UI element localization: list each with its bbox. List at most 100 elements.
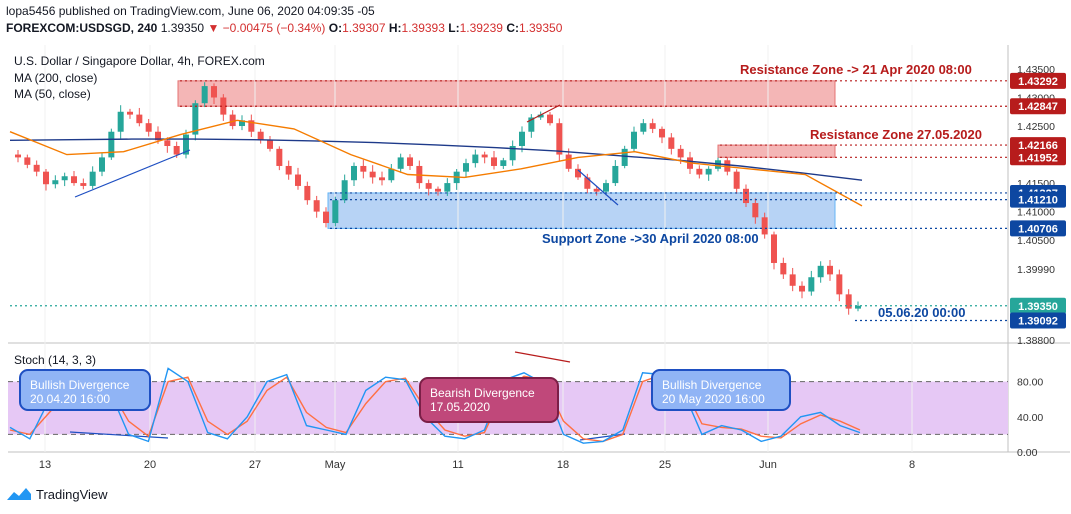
candle-body	[323, 211, 329, 224]
candle-body	[155, 131, 161, 141]
candle-body	[369, 171, 376, 178]
candle-body	[593, 188, 600, 192]
candle-body	[276, 148, 283, 166]
tradingview-footer: TradingView	[6, 486, 108, 502]
price-tag-label: 1.39092	[1018, 315, 1058, 327]
candle-body	[537, 114, 544, 118]
x-tick-label: 27	[249, 459, 261, 471]
price-tag-label: 1.42847	[1018, 101, 1058, 113]
candle-body	[257, 131, 264, 141]
candle-body	[15, 154, 21, 158]
candle-body	[584, 177, 591, 189]
candle-body	[631, 131, 637, 149]
trendline	[74, 149, 191, 198]
y-tick-label: 1.41000	[1017, 207, 1055, 219]
open-value: 1.39307	[342, 21, 386, 35]
candle-body	[201, 86, 208, 104]
candle-body	[677, 148, 684, 158]
price-tag-label: 1.40706	[1018, 223, 1058, 235]
candle-body	[659, 128, 665, 138]
bull1-box-line1: Bullish Divergence	[30, 378, 130, 392]
date-label: 05.06.20 00:00	[878, 305, 965, 320]
candle-body	[267, 140, 273, 149]
candle-body	[547, 114, 553, 124]
y-tick-label: 1.39990	[1017, 264, 1055, 276]
price-tag	[1010, 149, 1066, 166]
x-tick-label: 8	[909, 459, 915, 471]
candle-body	[52, 180, 59, 185]
candle-body	[313, 200, 320, 212]
candle-body	[817, 265, 824, 278]
candle-body	[229, 114, 236, 127]
candle-body	[127, 111, 133, 115]
candle-body	[519, 131, 525, 146]
candle-body	[351, 165, 357, 181]
price-tag-label: 1.39350	[1018, 301, 1058, 313]
candle-body	[481, 154, 488, 158]
support-label: Support Zone ->30 April 2020 08:00	[542, 231, 759, 246]
candle-body	[528, 117, 535, 132]
price-tag	[1010, 72, 1066, 89]
candle-body	[799, 285, 805, 292]
bear-box-line2: 17.05.2020	[430, 400, 490, 414]
price-tag	[1010, 98, 1066, 115]
candle-body	[33, 164, 40, 172]
candle-body	[472, 154, 479, 164]
close-value: 1.39350	[518, 21, 563, 35]
candle-body	[855, 305, 861, 309]
candle-body	[500, 160, 507, 166]
candle-body	[724, 160, 731, 172]
bull1-box	[19, 369, 151, 411]
candle-body	[509, 145, 516, 161]
candle-body	[565, 154, 572, 169]
last-price: 1.39350	[160, 21, 205, 35]
tradingview-logo-icon	[7, 488, 31, 500]
resistance-zone-1	[177, 80, 836, 107]
candle-body	[827, 265, 833, 275]
candle-body	[705, 168, 712, 175]
div-line	[514, 351, 571, 363]
candle-body	[845, 294, 852, 309]
candle-body	[164, 140, 171, 146]
high-value: 1.39393	[401, 21, 445, 35]
close-label: C:	[506, 21, 519, 35]
candle-body	[145, 123, 152, 132]
candle-body	[183, 134, 189, 155]
candle-body	[603, 183, 609, 192]
y-tick-label: 1.42500	[1017, 121, 1055, 133]
candle-body	[61, 176, 68, 181]
candle-body	[612, 165, 619, 184]
candle-body	[649, 123, 656, 129]
trendline	[526, 104, 561, 123]
candle-body	[397, 157, 404, 169]
candle-body	[668, 137, 675, 149]
down-arrow-icon: ▼	[207, 21, 220, 35]
resistance-zone-2	[717, 144, 836, 158]
bear-box	[419, 377, 559, 423]
price-tag-label: 1.41210	[1018, 195, 1058, 207]
chart-title: U.S. Dollar / Singapore Dollar, 4h, FORE…	[14, 54, 265, 68]
candle-body	[136, 114, 143, 124]
candle-body	[71, 176, 77, 184]
price-tag	[1010, 191, 1066, 208]
bull2-box-line1: Bullish Divergence	[662, 378, 762, 392]
stoch-title: Stoch (14, 3, 3)	[14, 353, 96, 367]
price-tag-label: 1.43292	[1018, 76, 1058, 88]
candle-body	[192, 103, 199, 135]
candle-body	[173, 145, 180, 155]
bear-box-line1: Bearish Divergence	[430, 386, 535, 400]
candle-body	[743, 188, 749, 204]
candle-body	[771, 234, 777, 263]
candle-body	[491, 157, 497, 166]
bull2-box-line2: 20 May 2020 16:00	[662, 392, 765, 406]
footer-brand: TradingView	[36, 486, 108, 502]
indicator-label: MA (50, close)	[14, 87, 91, 101]
symbol-label: FOREXCOM:USDSGD, 240	[6, 21, 158, 35]
open-label: O:	[328, 21, 343, 35]
candle-body	[556, 123, 563, 155]
candle-body	[43, 171, 49, 185]
bull2-box	[651, 369, 791, 411]
x-tick-label: 13	[39, 459, 51, 471]
candle-body	[733, 171, 740, 189]
